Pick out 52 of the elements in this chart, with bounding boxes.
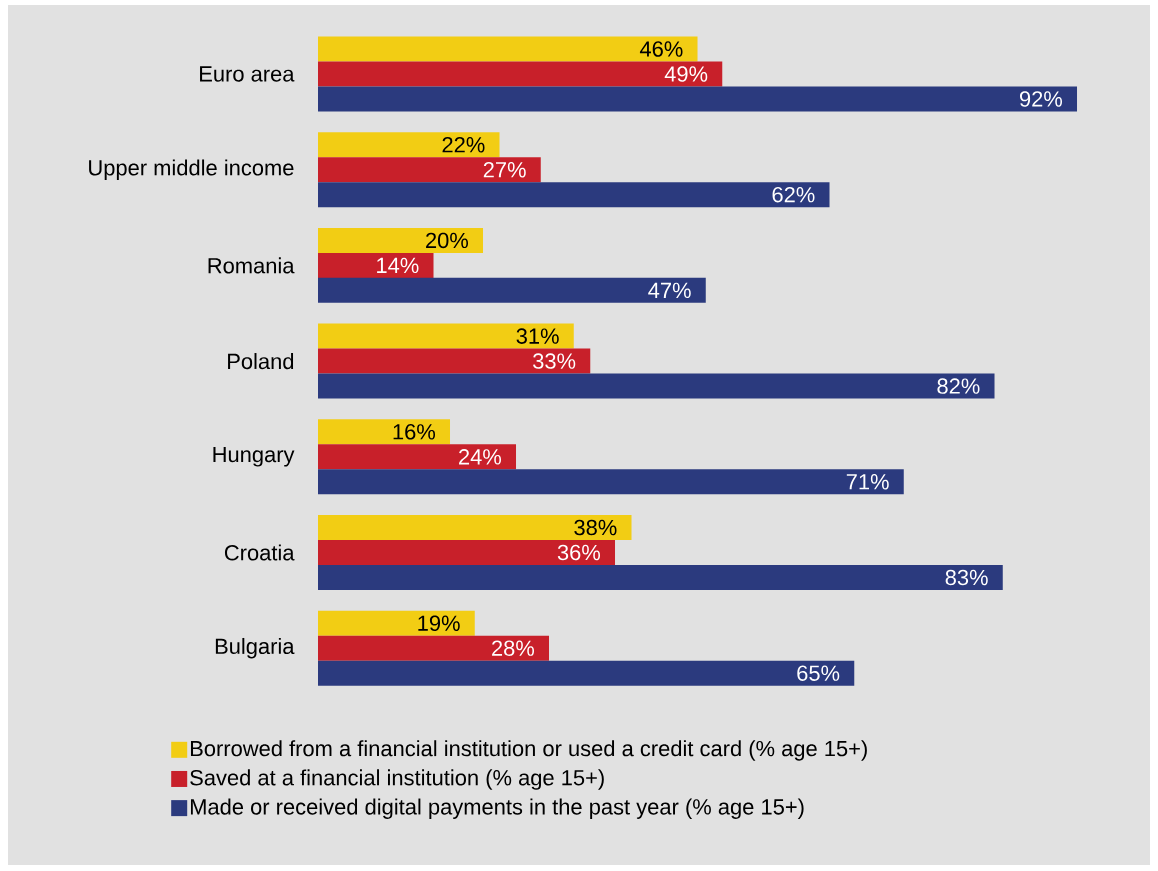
y-tick-label: Croatia <box>224 544 295 561</box>
data-label: 24% <box>459 449 502 465</box>
data-label: 62% <box>772 186 815 203</box>
y-tick-label: Upper middle income <box>89 159 294 180</box>
legend-label: Borrowed from a financial institution or used a credit card (% age 15+) <box>190 740 867 761</box>
data-label: 28% <box>492 640 535 656</box>
data-label: 49% <box>664 66 708 82</box>
y-tick-label: Bulgaria <box>215 637 295 659</box>
bar <box>318 515 632 541</box>
bar <box>318 444 517 470</box>
y-tick-label: Romania <box>208 257 295 274</box>
data-label: 31% <box>516 328 559 344</box>
legend-label: Made or received digital payments in the past year (% age 15+) <box>190 798 804 819</box>
bar <box>318 373 995 399</box>
data-label: 82% <box>937 378 980 394</box>
bar <box>318 86 1078 112</box>
y-tick-label: Euro area <box>200 66 295 82</box>
bar <box>318 610 475 636</box>
data-label: 33% <box>533 353 576 369</box>
bar <box>318 227 484 253</box>
bar <box>318 348 591 374</box>
data-label: 46% <box>639 41 683 57</box>
bar <box>318 419 451 445</box>
legend-label: Saved at a financial institution (% age 15+) <box>190 769 604 790</box>
data-label: 92% <box>1019 91 1063 107</box>
bar <box>318 157 541 183</box>
data-label: 20% <box>426 232 469 249</box>
bar <box>318 660 855 686</box>
y-tick-label: Hungary <box>213 446 295 467</box>
bar <box>318 132 500 158</box>
bar <box>318 36 698 62</box>
bar <box>318 564 1003 590</box>
bar <box>318 61 723 87</box>
bar <box>318 323 574 349</box>
data-label: 36% <box>557 544 601 561</box>
data-label: 19% <box>418 615 460 631</box>
data-label: 16% <box>393 424 436 440</box>
bar <box>318 469 904 495</box>
bar <box>318 182 830 208</box>
data-label: 83% <box>945 569 988 586</box>
data-label: 27% <box>483 161 526 178</box>
y-tick-label: Poland <box>228 353 294 370</box>
data-label: 14% <box>377 257 419 274</box>
data-label: 22% <box>442 136 485 153</box>
bar <box>318 635 550 661</box>
data-label: 38% <box>574 519 617 536</box>
data-label: 47% <box>648 282 691 299</box>
data-label: 71% <box>846 474 889 490</box>
bar <box>318 539 616 565</box>
data-label: 65% <box>797 665 840 681</box>
bar <box>318 252 434 278</box>
bar <box>318 277 706 303</box>
